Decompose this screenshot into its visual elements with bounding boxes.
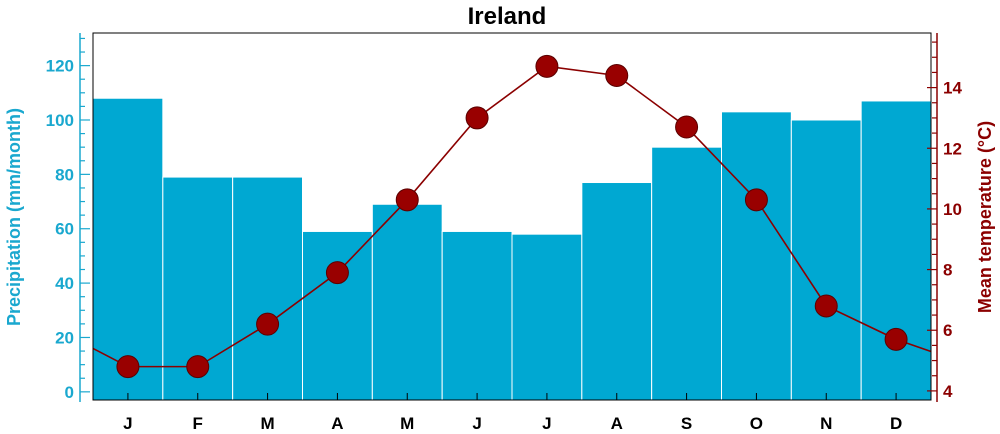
- precipitation-bar-9: [651, 146, 723, 401]
- temperature-point-5: [395, 188, 419, 212]
- left-tick-label: 120: [46, 57, 74, 76]
- left-axis-ticks: 0 20 40 60 80 100 120: [46, 37, 90, 402]
- temperature-point-8: [605, 63, 629, 87]
- temperature-point-1: [116, 355, 140, 379]
- x-tick-label: F: [193, 414, 203, 433]
- x-tick-label: A: [331, 414, 343, 433]
- chart-title: Ireland: [468, 3, 547, 30]
- temperature-point-7: [535, 54, 559, 78]
- x-tick-label: N: [820, 414, 832, 433]
- left-tick-label: 0: [65, 383, 74, 402]
- right-axis-label: Mean temperature (°C): [975, 121, 995, 313]
- temperature-point-11: [814, 294, 838, 318]
- x-tick-label: J: [472, 414, 481, 433]
- temperature-line: [92, 54, 932, 379]
- precipitation-bars: [92, 97, 932, 401]
- right-tick-label: 12: [943, 139, 962, 158]
- temperature-point-9: [675, 115, 699, 139]
- plot-frame: [92, 32, 932, 401]
- precipitation-bar-4: [302, 230, 373, 401]
- left-tick-label: 100: [46, 111, 74, 130]
- temperature-point-10: [744, 188, 768, 212]
- right-tick-label: 8: [943, 261, 952, 280]
- precipitation-bar-11: [790, 119, 862, 401]
- precipitation-bar-10: [721, 111, 792, 401]
- temperature-point-6: [465, 106, 489, 130]
- precipitation-bar-7: [511, 233, 583, 401]
- left-tick-label: 80: [55, 165, 74, 184]
- right-tick-label: 14: [943, 79, 962, 98]
- temperature-polyline: [92, 65, 932, 368]
- left-tick-label: 60: [55, 220, 74, 239]
- left-tick-label: 20: [55, 328, 74, 347]
- precipitation-bar-1: [92, 97, 164, 401]
- left-axis-label: Precipitation (mm/month): [4, 108, 24, 326]
- x-tick-label: A: [611, 414, 623, 433]
- right-tick-label: 4: [943, 382, 953, 401]
- temperature-point-3: [256, 312, 280, 336]
- x-tick-label: O: [750, 414, 763, 433]
- temperature-point-12: [884, 327, 908, 351]
- right-tick-label: 6: [943, 321, 952, 340]
- precipitation-bar-6: [441, 230, 513, 401]
- x-tick-label: M: [400, 414, 414, 433]
- temperature-point-2: [186, 355, 210, 379]
- precipitation-bar-8: [581, 182, 653, 401]
- right-axis-ticks: 4 6 8 10 12 14: [927, 41, 962, 401]
- x-tick-label: D: [890, 414, 902, 433]
- x-tick-label: S: [681, 414, 692, 433]
- x-tick-label: M: [260, 414, 274, 433]
- temperature-point-4: [325, 261, 349, 285]
- x-tick-label: J: [542, 414, 551, 433]
- x-tick-label: J: [123, 414, 132, 433]
- right-tick-label: 10: [943, 200, 962, 219]
- precipitation-bar-5: [371, 203, 443, 401]
- precipitation-bar-3: [232, 176, 304, 401]
- precipitation-bar-12: [860, 100, 932, 401]
- left-tick-label: 40: [55, 274, 74, 293]
